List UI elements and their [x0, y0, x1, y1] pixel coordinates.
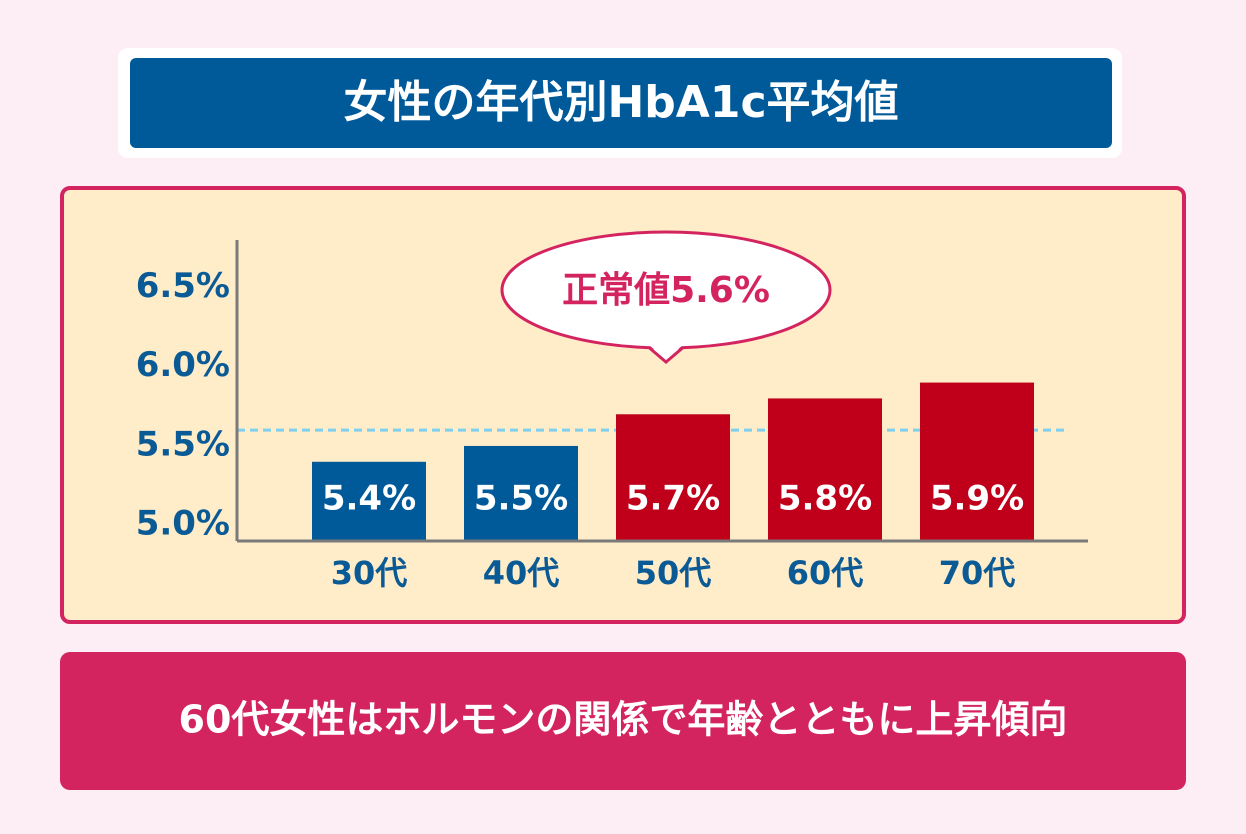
caption-box	[60, 652, 1186, 790]
reference-label: 正常値5.6%	[562, 270, 770, 311]
value-label: 5.9%	[930, 479, 1024, 519]
y-tick-label: 5.0%	[136, 504, 230, 544]
bar	[464, 445, 578, 541]
value-label: 5.7%	[626, 479, 720, 519]
bar	[616, 414, 730, 541]
y-tick-label: 6.5%	[136, 266, 230, 306]
y-tick-label: 5.5%	[136, 424, 230, 464]
value-label: 5.4%	[322, 479, 416, 519]
x-tick-label: 60代	[787, 554, 864, 592]
x-tick-label: 50代	[635, 554, 712, 592]
x-tick-label: 40代	[483, 554, 560, 592]
value-label: 5.8%	[778, 479, 872, 519]
y-tick-label: 6.0%	[136, 345, 230, 385]
x-tick-label: 30代	[331, 554, 408, 592]
bar	[920, 382, 1034, 541]
x-tick-label: 70代	[939, 554, 1016, 592]
chart-title: 女性の年代別HbA1c平均値	[343, 77, 898, 128]
bar	[312, 461, 426, 541]
title-box	[130, 58, 1112, 148]
caption: 60代女性はホルモンの関係で年齢とともに上昇傾向	[179, 698, 1068, 742]
value-label: 5.5%	[474, 479, 568, 519]
callout-tail	[648, 344, 684, 360]
bar	[768, 398, 882, 541]
